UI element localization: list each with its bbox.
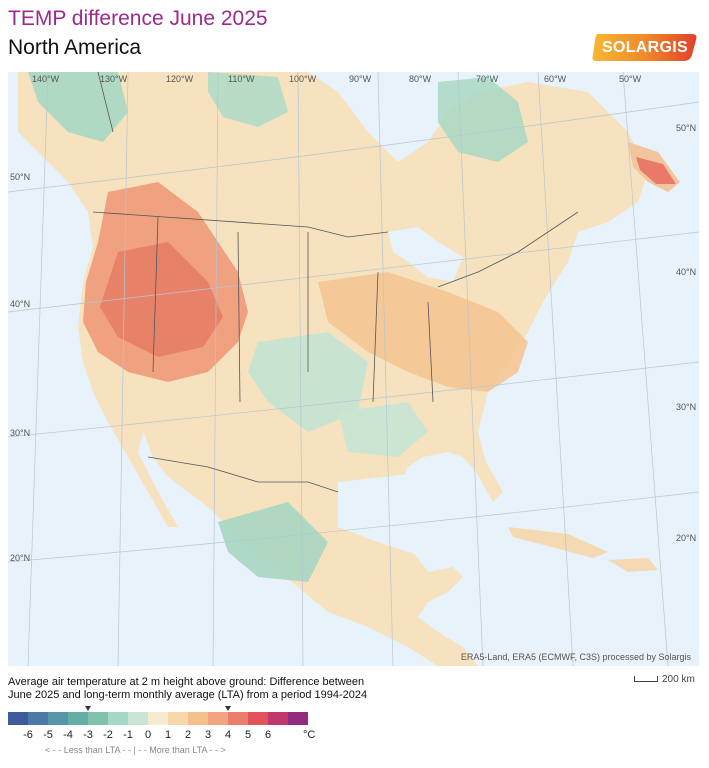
scale-bar-icon xyxy=(634,676,658,683)
cool-plains xyxy=(248,332,368,432)
legend-note: < - - Less than LTA - - | - - More than … xyxy=(45,745,226,755)
cool-quebec xyxy=(438,77,528,162)
legend-swatch xyxy=(68,712,88,725)
legend-marker-icon xyxy=(85,706,91,711)
lon-label-70w: 70°W xyxy=(476,74,499,84)
legend-swatch xyxy=(108,712,128,725)
graticule xyxy=(8,72,699,666)
lat-label-left-20n: 20°N xyxy=(10,553,31,563)
lon-label-120w: 120°W xyxy=(166,74,194,84)
legend-swatch xyxy=(48,712,68,725)
legend-tick-label: 0 xyxy=(144,729,152,741)
legend-tick-label: 4 xyxy=(224,729,232,741)
borders xyxy=(92,72,579,493)
legend-swatch xyxy=(28,712,48,725)
legend-tick-label: 2 xyxy=(184,729,192,741)
lon-label-90w: 90°W xyxy=(349,74,372,84)
cool-hudson-west xyxy=(208,72,288,127)
legend-swatch xyxy=(88,712,108,725)
logo-background xyxy=(592,34,697,61)
map-canvas xyxy=(8,72,699,666)
legend-marker-icon xyxy=(225,706,231,711)
hudson-bay xyxy=(338,72,398,112)
lon-label-100w: 100°W xyxy=(289,74,317,84)
legend-tick-label: -3 xyxy=(83,729,93,741)
map-title: TEMP difference June 2025 xyxy=(8,7,268,30)
legend-tick-label: 3 xyxy=(204,729,212,741)
legend-swatch xyxy=(188,712,208,725)
warm-east-region xyxy=(318,272,528,392)
lon-label-140w: 140°W xyxy=(32,74,60,84)
legend-tick-label: -5 xyxy=(43,729,53,741)
lon-label-80w: 80°W xyxy=(409,74,432,84)
legend-swatch xyxy=(148,712,168,725)
lat-label-right-20n: 20°N xyxy=(676,533,697,543)
land-hispaniola xyxy=(608,558,658,572)
legend-swatch xyxy=(168,712,188,725)
legend-swatch xyxy=(228,712,248,725)
cool-mexico xyxy=(218,502,328,582)
legend-unit: °C xyxy=(303,729,316,741)
legend-tick-label: 1 xyxy=(164,729,172,741)
map-subtitle: North America xyxy=(8,36,142,59)
hotter-west-core xyxy=(100,242,223,357)
temperature-map[interactable]: 140°W 130°W 120°W 110°W 100°W 90°W 80°W … xyxy=(8,72,699,666)
solargis-logo: SOLARGIS xyxy=(592,34,698,61)
land-cuba xyxy=(508,527,608,558)
scale-label: 200 km xyxy=(662,674,695,685)
legend-swatch xyxy=(8,712,28,725)
legend-swatch xyxy=(128,712,148,725)
logo-text: SOLARGIS xyxy=(602,38,688,56)
great-lakes xyxy=(388,227,463,282)
lat-label-right-50n: 50°N xyxy=(676,123,697,133)
gulf-of-mexico xyxy=(338,472,478,562)
legend-tick-label: -1 xyxy=(123,729,133,741)
legend-tick-label: 6 xyxy=(264,729,272,741)
legend-swatch xyxy=(248,712,268,725)
lat-label-left-30n: 30°N xyxy=(10,428,31,438)
legend-tick-label: -6 xyxy=(23,729,33,741)
color-legend: -6 -5 -4 -3 -2 -1 0 1 2 3 4 5 6 °C < - - Less than L… xyxy=(8,706,315,755)
legend-tick-label: 5 xyxy=(244,729,252,741)
caption-line-1: Average air temperature at 2 m height ab… xyxy=(8,676,365,688)
cool-alaska-coast xyxy=(28,72,128,142)
legend-swatch xyxy=(208,712,228,725)
lat-label-left-40n: 40°N xyxy=(10,299,31,309)
legend-tick-labels: -6 -5 -4 -3 -2 -1 0 1 2 3 4 5 6 xyxy=(8,729,308,743)
data-attribution: ERA5-Land, ERA5 (ECMWF, C3S) processed b… xyxy=(460,652,691,662)
legend-swatches xyxy=(8,712,308,725)
hot-newfoundland xyxy=(636,157,676,184)
lon-label-50w: 50°W xyxy=(619,74,642,84)
legend-swatch xyxy=(268,712,288,725)
cool-gulf-coast xyxy=(338,402,428,457)
lon-label-60w: 60°W xyxy=(544,74,567,84)
caption: Average air temperature at 2 m height ab… xyxy=(8,676,428,702)
caption-line-2: June 2025 and long-term monthly average … xyxy=(8,689,368,701)
lat-label-right-30n: 30°N xyxy=(676,402,697,412)
legend-swatch xyxy=(288,712,308,725)
lat-label-left-50n: 50°N xyxy=(10,172,31,182)
legend-tick-label: -2 xyxy=(103,729,113,741)
lon-label-110w: 110°W xyxy=(228,74,255,84)
lat-label-right-40n: 40°N xyxy=(676,267,697,277)
lon-label-130w: 130°W xyxy=(100,74,128,84)
legend-tick-label: -4 xyxy=(63,729,73,741)
scale-indicator: 200 km xyxy=(634,674,695,685)
